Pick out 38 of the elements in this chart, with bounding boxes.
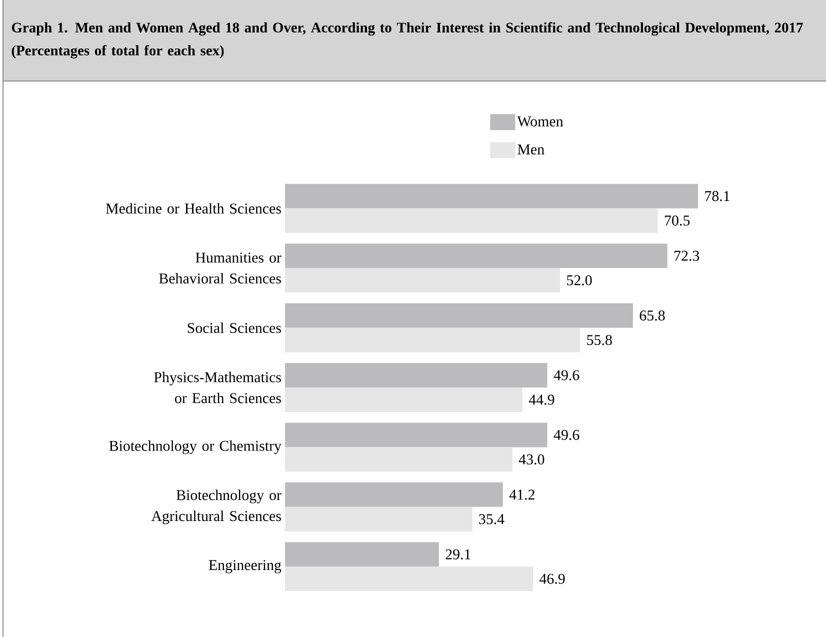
bar xyxy=(285,506,472,532)
bar xyxy=(285,244,668,268)
bar xyxy=(285,268,560,293)
bar xyxy=(285,447,512,472)
data-label: 43.0 xyxy=(518,454,544,465)
bar xyxy=(285,184,698,208)
data-label: 35.4 xyxy=(479,514,504,524)
data-label: 70.5 xyxy=(665,216,690,226)
y-tick-label: Social Sciences xyxy=(188,322,281,334)
chart-title: Graph 1. Men and Women Aged 18 and Over, According to Their Interest in Scientific and Technological Development, 2017 (Percentages of total for each sex) xyxy=(12,22,803,58)
data-label: 52.0 xyxy=(567,275,592,286)
data-label: 55.8 xyxy=(587,334,612,346)
data-label: 72.3 xyxy=(674,250,700,261)
data-label: 78.1 xyxy=(705,191,730,202)
y-tick-label: Humanities or Behavioral Sciences xyxy=(159,252,282,284)
data-label: 29.1 xyxy=(446,549,470,560)
data-label: 65.8 xyxy=(640,310,665,321)
bar xyxy=(285,482,503,507)
y-tick-label: Engineering xyxy=(208,560,282,574)
bar xyxy=(285,363,548,388)
data-label: 49.6 xyxy=(554,430,580,440)
legend-label: Men xyxy=(518,144,544,154)
y-tick-label: Biotechnology or Chemistry xyxy=(109,440,282,454)
bar xyxy=(285,422,548,448)
legend-label: Women xyxy=(517,116,564,127)
y-tick-label: Biotechnology or Agricultural Sciences xyxy=(151,490,282,524)
data-label: 49.6 xyxy=(554,370,580,380)
data-label: 41.2 xyxy=(509,490,534,500)
bar xyxy=(285,328,580,352)
y-tick-label: Physics-Mathematics or Earth Sciences xyxy=(154,372,281,404)
bar xyxy=(285,303,633,328)
data-label: 46.9 xyxy=(540,574,565,584)
bar xyxy=(285,566,534,592)
y-tick-label: Medicine or Health Sciences xyxy=(106,203,281,214)
bar xyxy=(285,542,439,567)
bar xyxy=(285,387,522,412)
data-label: 44.9 xyxy=(528,394,554,405)
bar xyxy=(285,208,658,233)
